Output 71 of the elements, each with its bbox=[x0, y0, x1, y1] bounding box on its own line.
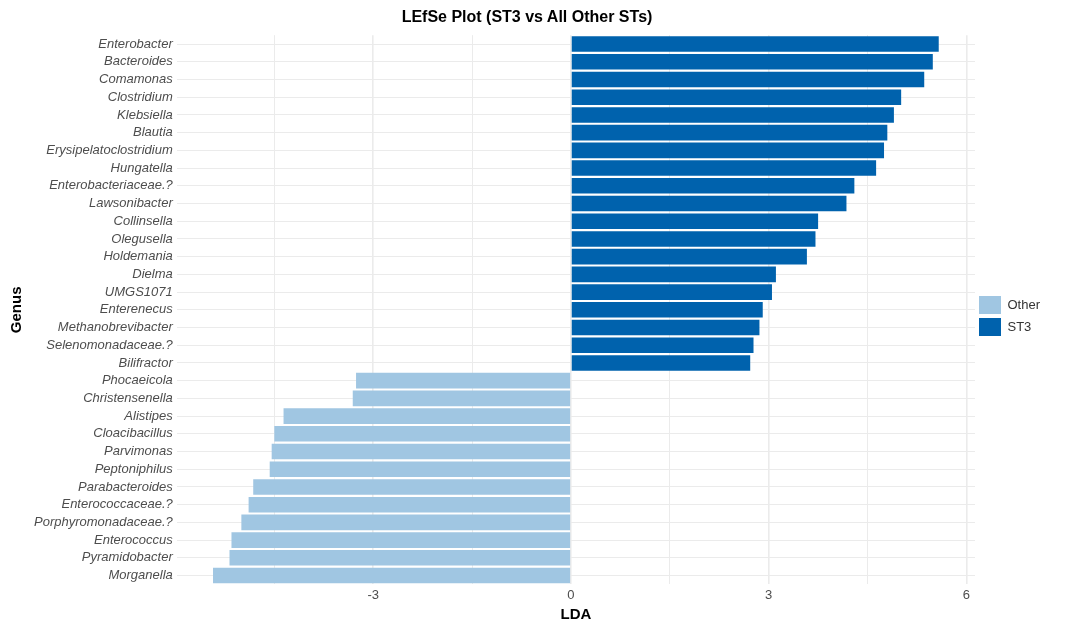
y-tick-label: Lawsonibacter bbox=[88, 195, 174, 211]
bar bbox=[571, 36, 939, 52]
bar bbox=[571, 248, 807, 265]
bar bbox=[248, 496, 571, 513]
bar bbox=[571, 142, 885, 159]
y-tick-label: Christensenella bbox=[83, 389, 173, 405]
x-tick-label: 3 bbox=[765, 586, 773, 602]
x-axis-title: LDA bbox=[560, 605, 592, 623]
bar bbox=[571, 195, 847, 212]
y-tick-label: Blautia bbox=[133, 124, 173, 140]
bar bbox=[571, 302, 763, 318]
y-tick-label: Methanobrevibacter bbox=[57, 319, 174, 335]
bar bbox=[352, 390, 571, 407]
y-tick-label: Collinsella bbox=[113, 212, 173, 228]
y-tick-label: Enterobacteriaceae.? bbox=[49, 177, 174, 193]
bar bbox=[571, 231, 816, 247]
y-tick-label: Enterococcus bbox=[93, 531, 174, 547]
bar bbox=[213, 567, 571, 584]
x-tick-label: 6 bbox=[962, 586, 971, 602]
legend-label: ST3 bbox=[1007, 318, 1032, 334]
bar bbox=[356, 372, 571, 389]
y-axis-title: Genus bbox=[7, 286, 25, 334]
y-tick-label: Cloacibacillus bbox=[93, 425, 174, 441]
bar bbox=[571, 71, 925, 88]
bar bbox=[571, 124, 888, 141]
bar bbox=[571, 284, 772, 300]
y-tick-label: Clostridium bbox=[107, 88, 173, 104]
bar bbox=[571, 266, 776, 283]
bar bbox=[229, 550, 571, 566]
bar bbox=[571, 160, 877, 176]
y-tick-label: Peptoniphilus bbox=[94, 460, 174, 476]
bar bbox=[571, 319, 760, 336]
bar bbox=[253, 479, 571, 495]
legend-label: Other bbox=[1007, 296, 1041, 312]
chart-title: LEfSe Plot (ST3 vs All Other STs) bbox=[401, 8, 653, 26]
bar bbox=[571, 177, 855, 194]
y-tick-label: Parabacteroides bbox=[78, 478, 174, 494]
y-tick-label: Comamonas bbox=[99, 71, 174, 87]
bar bbox=[241, 514, 571, 531]
bar bbox=[269, 461, 571, 478]
y-tick-label: Olegusella bbox=[111, 230, 173, 246]
y-tick-label: Bacteroides bbox=[104, 53, 174, 69]
y-tick-label: Enterococcaceae.? bbox=[61, 496, 174, 512]
bar bbox=[571, 53, 933, 70]
y-tick-label: Selenomonadaceae.? bbox=[46, 336, 174, 352]
y-tick-label: Porphyromonadaceae.? bbox=[33, 514, 174, 529]
bar bbox=[231, 532, 571, 548]
bar bbox=[274, 426, 571, 442]
y-tick-label: Enterobacter bbox=[98, 35, 174, 51]
y-tick-label: Hungatella bbox=[110, 159, 173, 175]
y-tick-label: Enterenecus bbox=[99, 301, 174, 317]
x-tick-label: 0 bbox=[567, 586, 575, 602]
bar bbox=[271, 443, 571, 460]
x-tick-label: -3 bbox=[367, 586, 379, 602]
bar bbox=[571, 355, 751, 371]
bar bbox=[571, 337, 754, 354]
y-tick-label: Phocaeicola bbox=[101, 372, 173, 388]
bar bbox=[571, 213, 819, 230]
y-tick-label: Morganella bbox=[108, 567, 173, 583]
y-tick-label: Alistipes bbox=[123, 407, 174, 423]
y-tick-label: Holdemania bbox=[103, 248, 173, 264]
y-tick-label: Erysipelatoclostridium bbox=[46, 141, 173, 157]
y-tick-label: Bilifractor bbox=[118, 354, 174, 370]
y-tick-label: Pyramidobacter bbox=[81, 549, 174, 565]
bar bbox=[571, 107, 894, 123]
y-tick-label: Klebsiella bbox=[117, 106, 173, 122]
bar bbox=[571, 89, 902, 105]
y-tick-label: UMGS1071 bbox=[104, 283, 173, 299]
y-tick-label: Parvimonas bbox=[104, 443, 174, 459]
bar bbox=[283, 408, 571, 424]
y-tick-label: Dielma bbox=[132, 265, 173, 281]
